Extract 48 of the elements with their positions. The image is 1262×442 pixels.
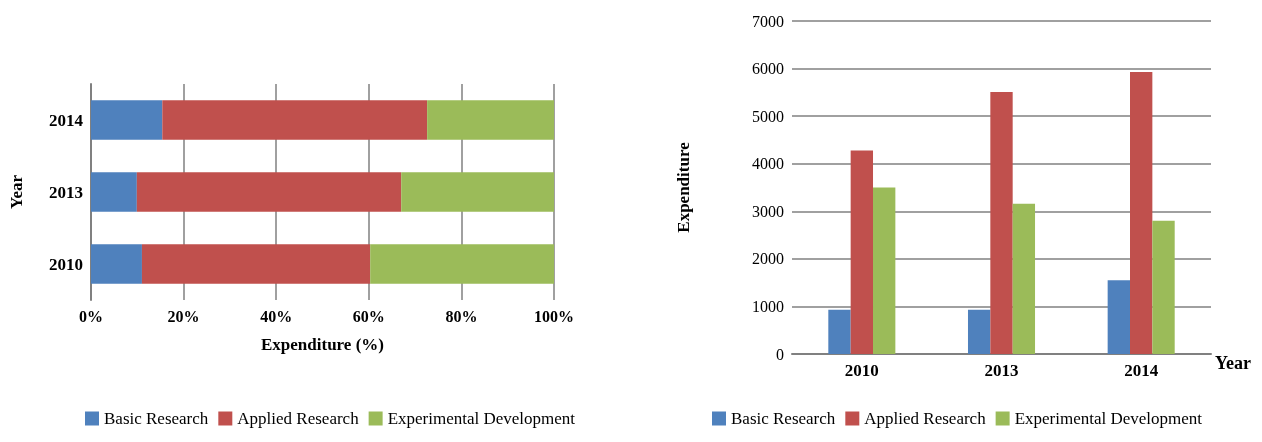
x-axis-title: Expenditure (%) <box>261 335 384 354</box>
legend-label: Applied Research <box>864 409 987 428</box>
y-tick-label: 0 <box>776 345 784 363</box>
bar <box>828 309 851 354</box>
bar <box>91 244 142 284</box>
legend-label: Experimental Development <box>387 409 576 428</box>
legend-label: Basic Research <box>104 409 209 428</box>
legend-label: Applied Research <box>237 409 360 428</box>
y-tick-label: 1000 <box>752 297 784 315</box>
bar <box>401 172 554 212</box>
x-tick-label: 40% <box>260 307 293 325</box>
bar <box>91 100 163 140</box>
y-tick-label: 2010 <box>49 254 83 274</box>
x-tick-label: 80% <box>445 307 478 325</box>
legend-label: Experimental Development <box>1014 409 1203 428</box>
bar <box>850 150 874 354</box>
bar <box>141 244 371 284</box>
bar <box>1012 203 1036 354</box>
y-tick-label: 3000 <box>752 202 784 220</box>
bar <box>91 172 137 212</box>
x-tick-label: 100% <box>534 307 574 325</box>
y-tick-label: 2014 <box>49 110 84 130</box>
x-tick-label: 20% <box>167 307 200 325</box>
y-axis-title: Expenditure <box>674 141 693 233</box>
y-tick-label: 2013 <box>49 182 83 202</box>
x-tick-label: 2010 <box>844 361 879 380</box>
y-tick-label: 7000 <box>752 12 784 30</box>
x-tick-label: 0% <box>79 307 103 325</box>
y-tick-label: 4000 <box>752 155 784 173</box>
bar <box>1130 71 1153 354</box>
bar <box>1152 220 1175 354</box>
y-tick-label: 5000 <box>752 107 784 125</box>
y-tick-label: 2000 <box>752 250 784 268</box>
legend-label: Basic Research <box>731 409 836 428</box>
bar <box>136 172 402 212</box>
bar <box>1107 280 1131 354</box>
x-tick-label: 2013 <box>984 361 1019 380</box>
bar <box>370 244 554 284</box>
bar <box>990 91 1013 354</box>
x-tick-label: 60% <box>352 307 385 325</box>
y-tick-label: 6000 <box>752 60 784 78</box>
x-axis-title: Year <box>1215 353 1252 373</box>
bar <box>873 187 896 354</box>
x-tick-label: 2014 <box>1124 361 1159 380</box>
bar <box>967 309 991 354</box>
y-axis-title: Year <box>7 174 26 209</box>
bar <box>427 100 554 140</box>
bar <box>162 100 428 140</box>
